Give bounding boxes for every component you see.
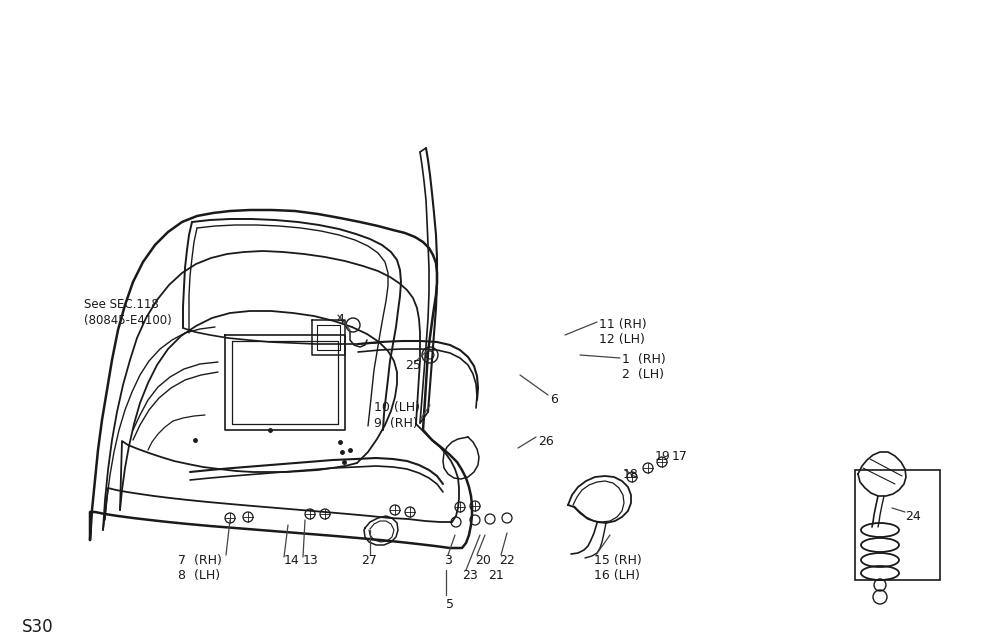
Text: 2  (LH): 2 (LH) (622, 368, 664, 381)
Text: 15 (RH): 15 (RH) (594, 554, 642, 567)
Text: 26: 26 (538, 435, 554, 448)
Text: 10 (LH): 10 (LH) (374, 401, 420, 414)
Text: 4: 4 (336, 313, 344, 326)
Text: 25: 25 (405, 359, 421, 372)
Text: 27: 27 (361, 554, 377, 567)
Text: 7  (RH): 7 (RH) (178, 554, 222, 567)
Text: 8  (LH): 8 (LH) (178, 569, 220, 582)
Text: 13: 13 (303, 554, 319, 567)
Text: 5: 5 (446, 598, 454, 611)
Text: S30: S30 (22, 618, 54, 636)
Text: 12 (LH): 12 (LH) (599, 333, 645, 346)
Text: 14: 14 (284, 554, 299, 567)
Text: 18: 18 (623, 468, 639, 481)
Text: 22: 22 (499, 554, 514, 567)
Bar (855, 470, 940, 580)
Text: 21: 21 (488, 569, 503, 582)
Text: 16 (LH): 16 (LH) (594, 569, 640, 582)
Text: 3: 3 (444, 554, 452, 567)
Text: 11 (RH): 11 (RH) (599, 318, 646, 331)
Text: See SEC.118: See SEC.118 (84, 298, 159, 311)
Text: 20: 20 (475, 554, 491, 567)
Text: 6: 6 (550, 393, 558, 406)
Text: 23: 23 (462, 569, 478, 582)
Text: 1  (RH): 1 (RH) (622, 353, 666, 366)
Text: 19: 19 (655, 450, 671, 463)
Text: 17: 17 (672, 450, 688, 463)
Text: 9  (RH): 9 (RH) (374, 417, 418, 430)
Text: (80845-E4100): (80845-E4100) (84, 314, 171, 327)
Text: 24: 24 (905, 510, 921, 523)
